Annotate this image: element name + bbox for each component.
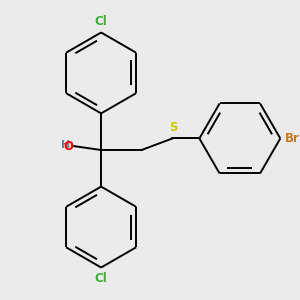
Text: H: H (61, 140, 70, 150)
Text: Cl: Cl (95, 272, 107, 285)
Text: Cl: Cl (95, 15, 107, 28)
Text: O: O (63, 140, 73, 153)
Text: Br: Br (285, 132, 300, 145)
Text: S: S (169, 121, 178, 134)
